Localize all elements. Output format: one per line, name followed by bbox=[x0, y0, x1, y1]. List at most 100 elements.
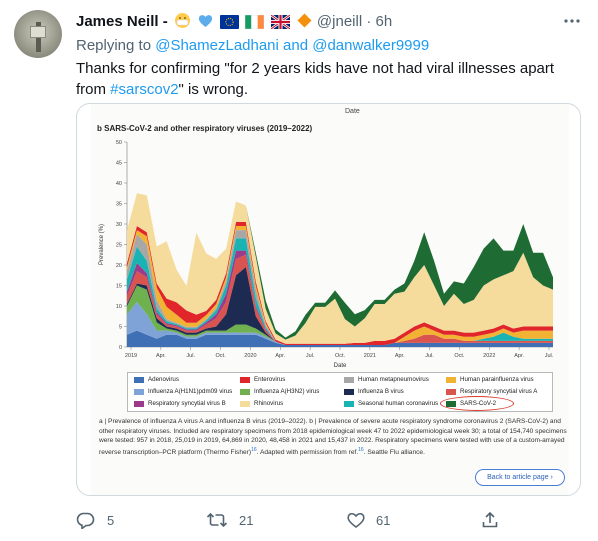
y-tick-label: 45 bbox=[116, 161, 122, 167]
reply-icon bbox=[76, 512, 95, 529]
y-tick-label: 35 bbox=[116, 202, 122, 208]
x-tick-label: Jul. bbox=[306, 353, 315, 359]
author-handle[interactable]: @jneill bbox=[316, 13, 363, 30]
legend-label: Respiratory syncytial virus B bbox=[148, 400, 226, 407]
series-area bbox=[127, 301, 553, 345]
legend-label: Human metapneumovirus bbox=[358, 376, 429, 383]
legend-label: Adenovirus bbox=[148, 376, 179, 383]
x-tick-label: Apr. bbox=[514, 353, 524, 359]
x-tick-label: 2022 bbox=[483, 353, 495, 359]
tweet-timestamp[interactable]: 6h bbox=[375, 13, 393, 30]
legend-label: Human parainfluenza virus bbox=[460, 376, 534, 383]
figure-panel: Date b SARS-CoV-2 and other respiratory … bbox=[91, 104, 569, 495]
series-area bbox=[127, 285, 553, 345]
x-tick-label: Jul. bbox=[545, 353, 554, 359]
legend-swatch bbox=[240, 401, 250, 407]
x-tick-label: Jul. bbox=[186, 353, 195, 359]
legend-swatch bbox=[134, 389, 144, 395]
caption-mid: . Adapted with permission from ref. bbox=[256, 448, 359, 456]
tweet-text-main: Thanks for confirming "for 2 years kids … bbox=[76, 60, 555, 98]
tweet-actions: 5 21 61 bbox=[76, 509, 516, 531]
avatar-sign bbox=[30, 26, 46, 38]
reply-count: 5 bbox=[107, 513, 115, 528]
orange-diamond-icon bbox=[296, 12, 313, 33]
retweet-count: 21 bbox=[239, 513, 254, 528]
legend-swatch bbox=[134, 401, 144, 407]
legend-label: Influenza A(H3N2) virus bbox=[254, 388, 320, 395]
panel-letter: b bbox=[97, 124, 102, 133]
y-tick-label: 0 bbox=[119, 345, 122, 351]
tweet-text-end: " is wrong. bbox=[178, 81, 249, 98]
x-tick-label: 2021 bbox=[364, 353, 376, 359]
x-tick-label: Apr. bbox=[275, 353, 285, 359]
replying-to-label: Replying to bbox=[76, 37, 152, 54]
x-tick-label: Apr. bbox=[395, 353, 405, 359]
author-name[interactable]: James Neill - bbox=[76, 13, 168, 30]
legend-swatch bbox=[344, 389, 354, 395]
ireland-flag-icon bbox=[245, 14, 265, 33]
y-tick-label: 20 bbox=[116, 263, 122, 269]
figure-caption: a | Prevalence of influenza A virus A an… bbox=[99, 417, 569, 457]
x-tick-label: 2019 bbox=[125, 353, 137, 359]
series-area bbox=[127, 193, 553, 344]
highlight-circle bbox=[440, 396, 514, 411]
legend-label: Seasonal human coronavirus bbox=[358, 400, 439, 407]
back-to-article-button[interactable]: Back to article page › bbox=[475, 469, 565, 486]
figure-title: b SARS-CoV-2 and other respiratory virus… bbox=[97, 124, 312, 133]
y-tick-label: 40 bbox=[116, 181, 122, 187]
legend-swatch bbox=[446, 389, 456, 395]
y-tick-label: 15 bbox=[116, 284, 122, 290]
legend-swatch bbox=[446, 377, 456, 383]
legend-swatch bbox=[344, 377, 354, 383]
series-area bbox=[127, 254, 553, 345]
legend-label: Influenza B virus bbox=[358, 388, 404, 395]
x-tick-label: Apr. bbox=[156, 353, 166, 359]
uk-flag-icon bbox=[269, 13, 291, 33]
legend-label: Influenza A(H1N1)pdm09 virus bbox=[148, 388, 233, 395]
legend-label: Rhinovirus bbox=[254, 400, 284, 407]
legend-swatch bbox=[134, 377, 144, 383]
series-area bbox=[127, 267, 553, 345]
separator-dot: · bbox=[366, 13, 372, 30]
caption-end: . Seattle Flu alliance. bbox=[363, 448, 425, 456]
heart-icon bbox=[347, 512, 365, 528]
eu-flag-icon bbox=[220, 15, 240, 33]
x-tick-label: Oct. bbox=[335, 353, 346, 359]
series-area bbox=[127, 226, 553, 345]
retweet-icon bbox=[206, 512, 228, 528]
x-tick-label: Oct. bbox=[454, 353, 465, 359]
avatar[interactable] bbox=[14, 10, 62, 58]
blue-heart-emoji bbox=[197, 12, 214, 33]
legend-label: Respiratory syncytial virus A bbox=[460, 388, 538, 395]
more-icon[interactable] bbox=[562, 12, 582, 32]
legend-swatch bbox=[240, 389, 250, 395]
share-icon bbox=[482, 511, 498, 528]
legend-label: Enterovirus bbox=[254, 376, 286, 383]
replying-to-line: Replying to @ShamezLadhani and @danwalke… bbox=[76, 37, 429, 54]
x-axis-label: Date bbox=[334, 363, 347, 369]
mask-face-emoji bbox=[174, 12, 191, 33]
x-tick-label: Oct. bbox=[216, 353, 227, 359]
y-tick-label: 50 bbox=[116, 140, 122, 146]
figure-top-label: Date bbox=[345, 108, 360, 115]
y-tick-label: 10 bbox=[116, 304, 122, 310]
hashtag-link[interactable]: #sarscov2 bbox=[110, 81, 179, 98]
like-count: 61 bbox=[376, 513, 391, 528]
y-tick-label: 5 bbox=[119, 325, 122, 331]
reply-and-text[interactable]: and bbox=[283, 37, 309, 54]
caption-text: a | Prevalence of influenza A virus A an… bbox=[99, 418, 567, 456]
mention-link[interactable]: @danwalker9999 bbox=[312, 37, 430, 54]
chart-legend: Adenovirus Enterovirus Human metapneumovir… bbox=[127, 372, 553, 412]
media-image[interactable]: Date b SARS-CoV-2 and other respiratory … bbox=[76, 103, 581, 496]
x-tick-label: 2020 bbox=[244, 353, 256, 359]
legend-swatch bbox=[240, 377, 250, 383]
legend-swatch bbox=[344, 401, 354, 407]
y-tick-label: 30 bbox=[116, 222, 122, 228]
caption-ref[interactable]: 16 bbox=[358, 446, 364, 453]
y-tick-label: 25 bbox=[116, 243, 122, 249]
tweet-text: Thanks for confirming "for 2 years kids … bbox=[76, 58, 576, 100]
mention-link[interactable]: @ShamezLadhani bbox=[155, 37, 279, 54]
prevalence-chart: 0 5 10 15 20 25 30 35 40 45 50 Prevalence (%) 2019 Ap… bbox=[99, 140, 554, 369]
x-tick-label: Jul. bbox=[425, 353, 434, 359]
caption-ref[interactable]: 16 bbox=[251, 446, 257, 453]
